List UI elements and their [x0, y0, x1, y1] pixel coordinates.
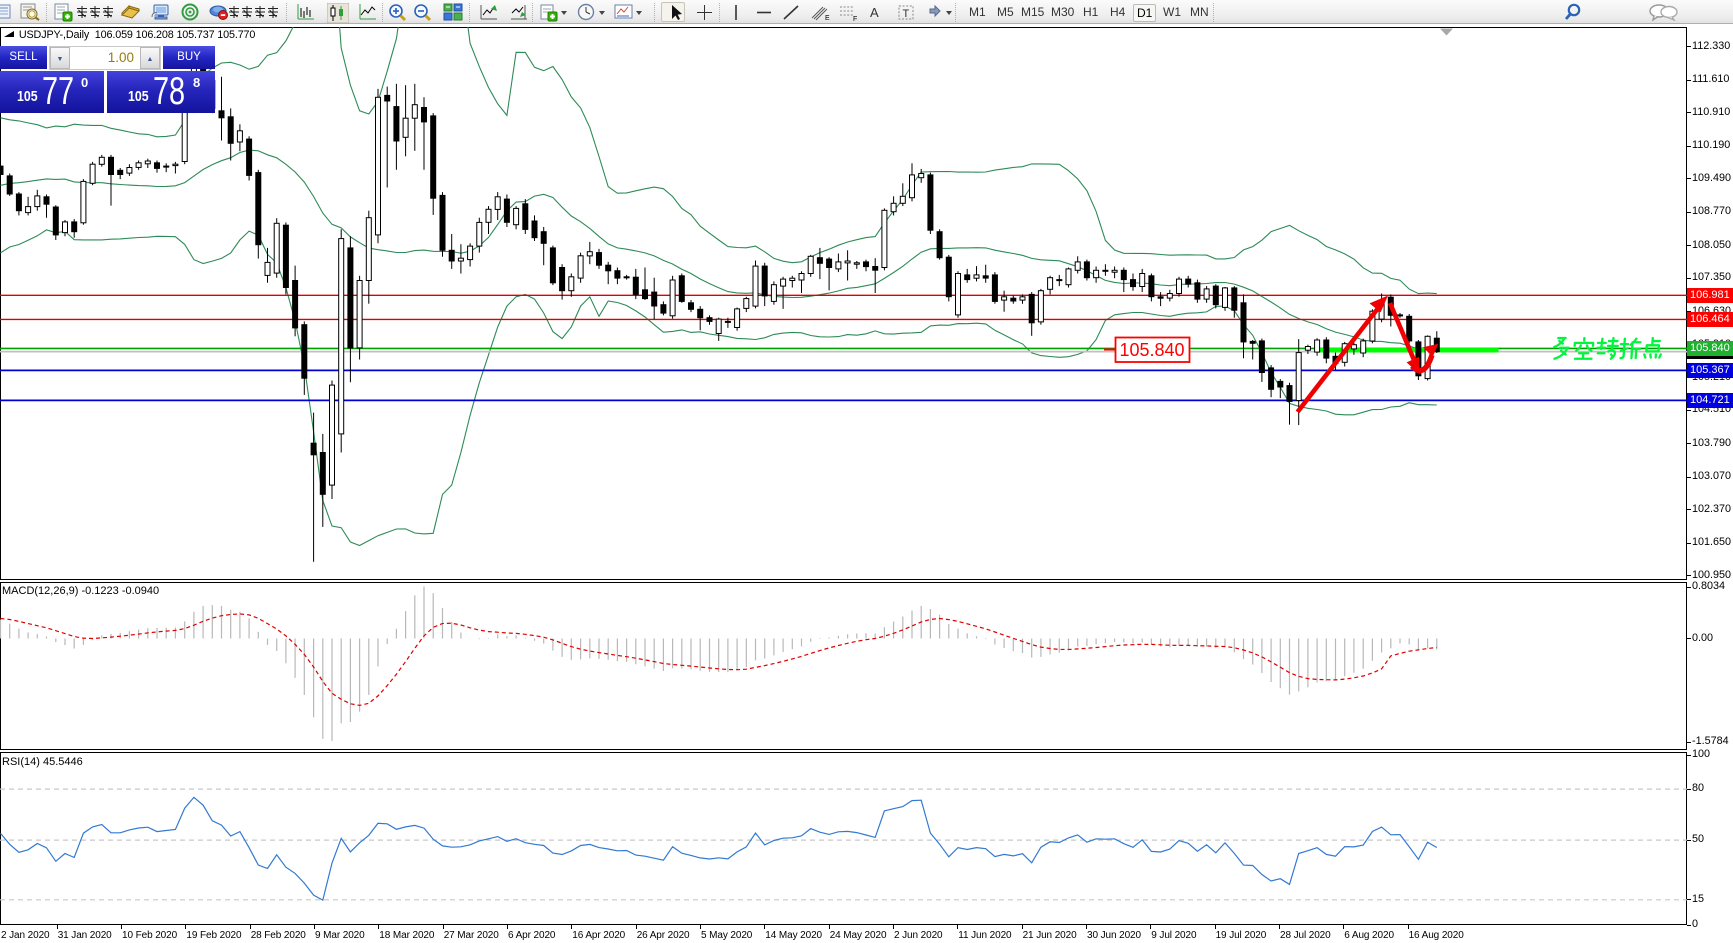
- svg-text:T: T: [903, 8, 910, 20]
- svg-text:A: A: [870, 5, 879, 20]
- svg-text:105.840: 105.840: [1119, 340, 1184, 360]
- svg-text:E: E: [825, 15, 830, 22]
- svg-text:F: F: [853, 16, 857, 22]
